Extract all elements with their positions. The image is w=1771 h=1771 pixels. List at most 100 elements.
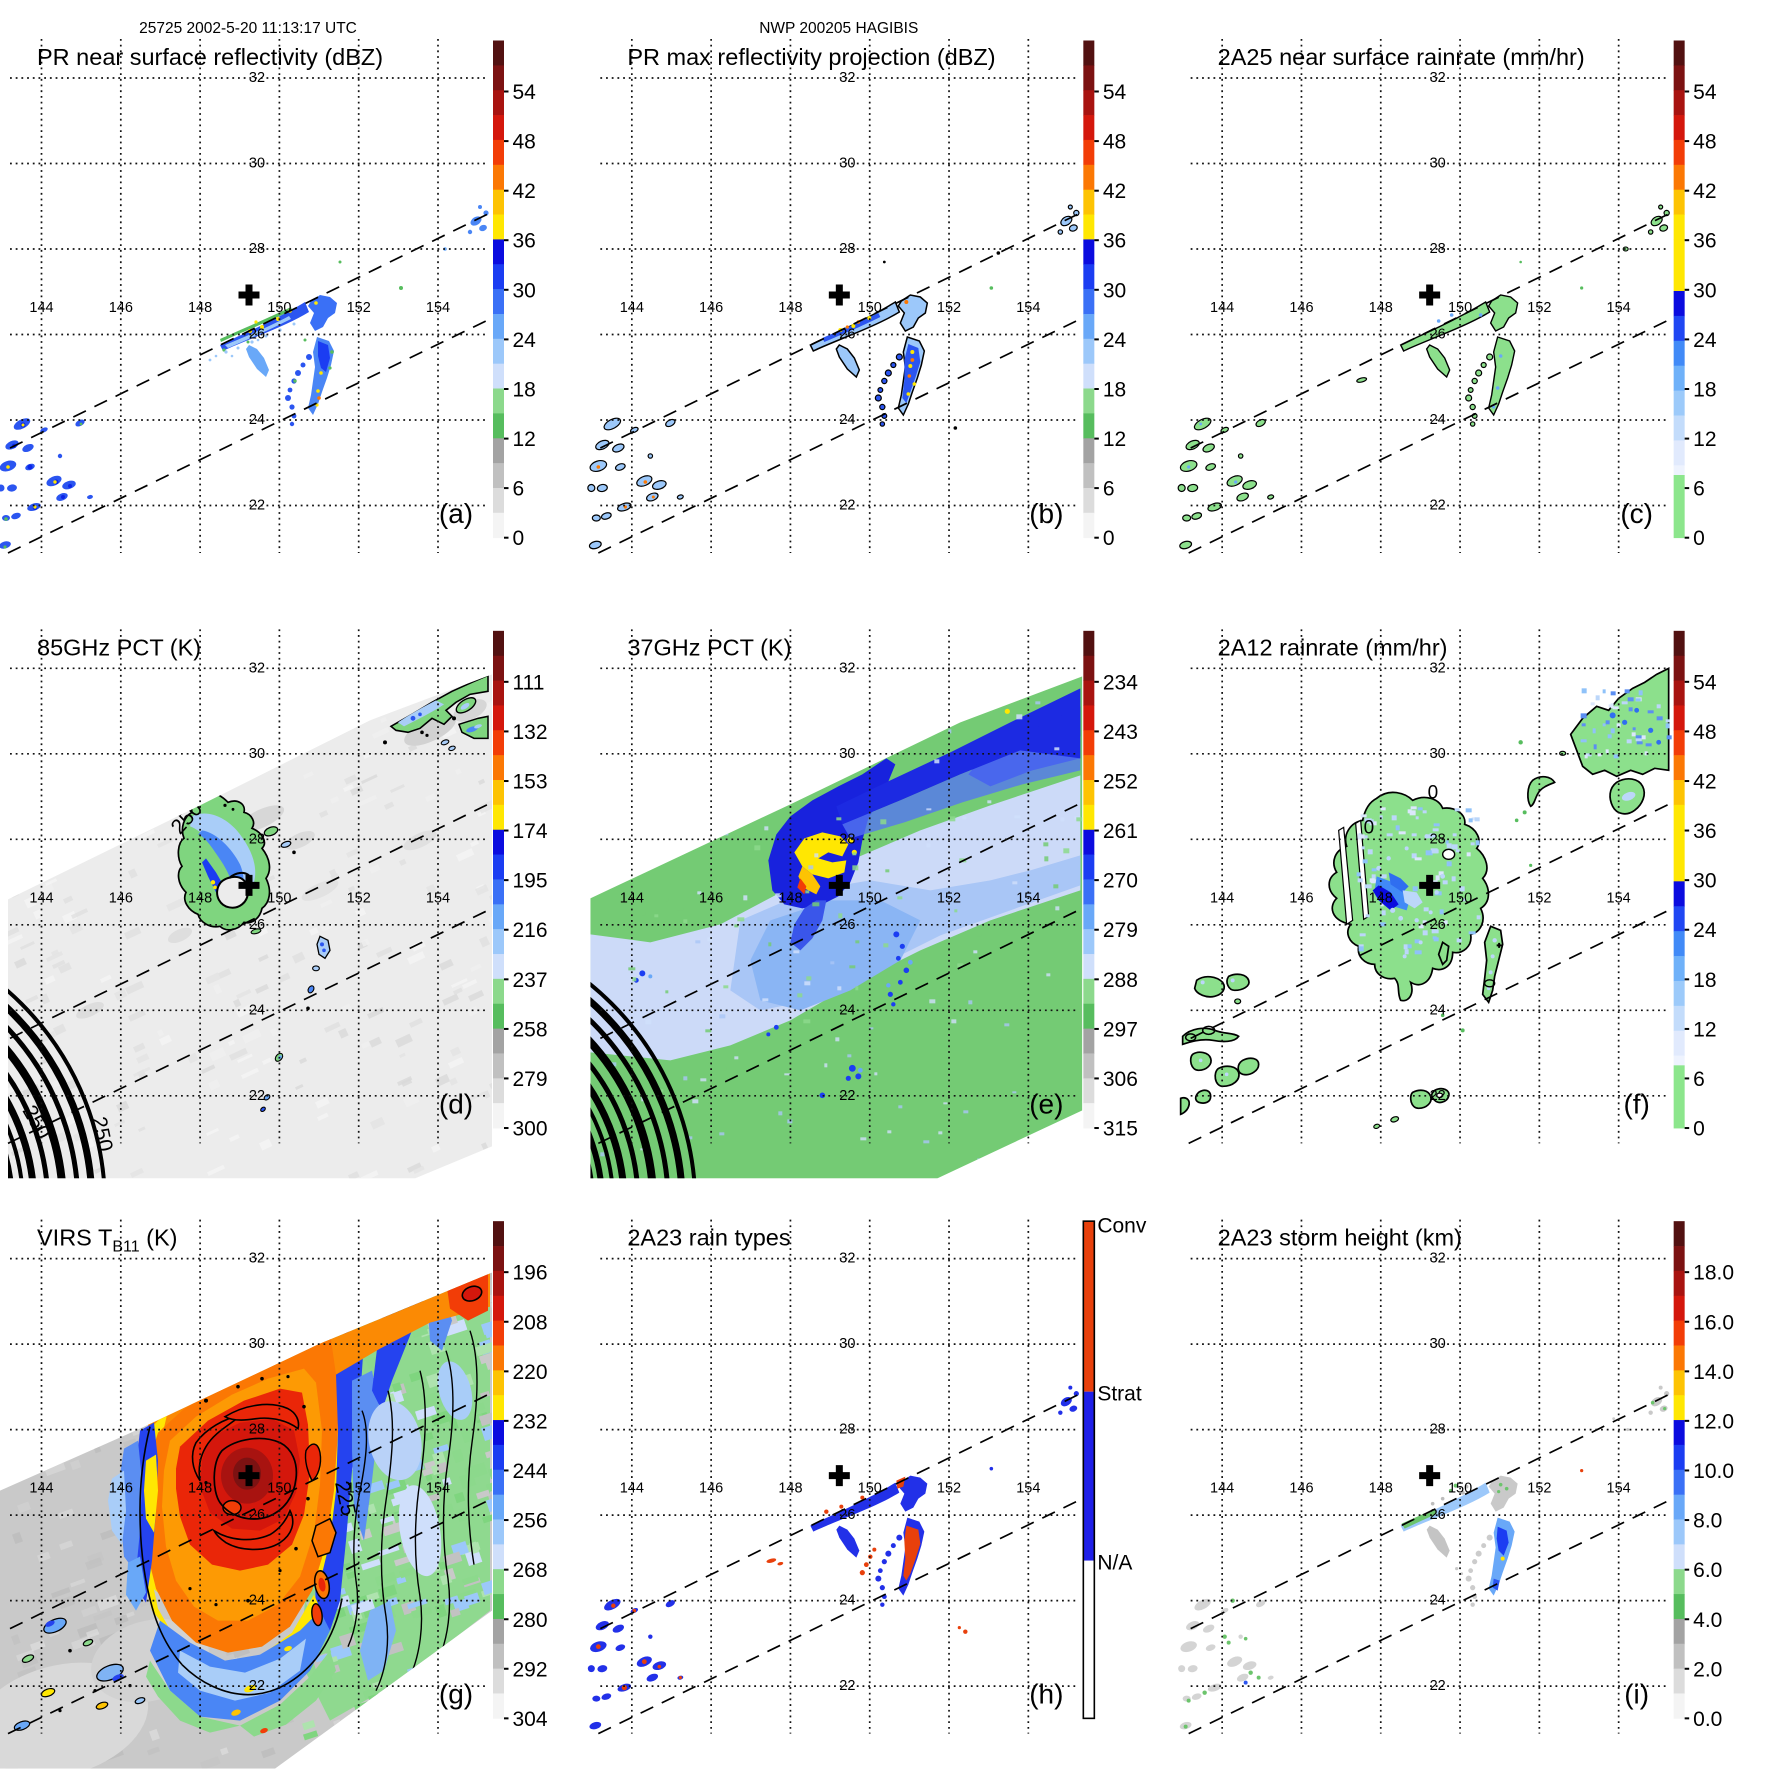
- svg-text:28: 28: [1430, 831, 1446, 847]
- svg-text:270: 270: [1103, 870, 1138, 893]
- svg-text:14.0: 14.0: [1693, 1361, 1734, 1384]
- svg-text:36: 36: [1693, 820, 1716, 843]
- svg-text:26: 26: [1430, 327, 1446, 343]
- svg-text:8.0: 8.0: [1693, 1510, 1722, 1533]
- svg-text:30: 30: [839, 1336, 855, 1352]
- svg-text:54: 54: [1693, 671, 1717, 694]
- svg-text:244: 244: [513, 1460, 548, 1483]
- svg-text:24: 24: [513, 329, 537, 352]
- svg-text:2.0: 2.0: [1693, 1658, 1722, 1681]
- svg-text:154: 154: [1607, 300, 1631, 316]
- svg-text:150: 150: [858, 890, 882, 906]
- svg-text:0: 0: [513, 527, 525, 550]
- svg-text:300: 300: [513, 1118, 548, 1141]
- svg-text:54: 54: [1103, 81, 1127, 104]
- svg-text:196: 196: [513, 1262, 548, 1285]
- svg-text:288: 288: [1103, 969, 1138, 992]
- svg-text:32: 32: [839, 70, 855, 86]
- svg-text:154: 154: [426, 1481, 450, 1497]
- svg-text:146: 146: [699, 1481, 723, 1497]
- svg-text:0: 0: [1693, 527, 1705, 550]
- svg-text:4.0: 4.0: [1693, 1609, 1722, 1632]
- svg-text:18: 18: [1103, 379, 1126, 402]
- svg-text:26: 26: [839, 327, 855, 343]
- svg-text:6.0: 6.0: [1693, 1559, 1722, 1582]
- svg-text:PR max reflectivity projection: PR max reflectivity projection (dBZ): [627, 44, 995, 70]
- svg-text:30: 30: [249, 1336, 265, 1352]
- svg-text:243: 243: [1103, 721, 1138, 744]
- svg-text:26: 26: [249, 1507, 265, 1523]
- svg-text:32: 32: [839, 660, 855, 676]
- svg-text:148: 148: [778, 890, 802, 906]
- svg-text:26: 26: [1430, 917, 1446, 933]
- svg-text:30: 30: [1430, 156, 1446, 172]
- svg-text:279: 279: [513, 1068, 548, 1091]
- svg-text:22: 22: [249, 1678, 265, 1694]
- svg-text:22: 22: [839, 498, 855, 514]
- svg-text:144: 144: [1210, 1481, 1234, 1497]
- svg-text:32: 32: [249, 660, 265, 676]
- svg-text:24: 24: [1693, 329, 1717, 352]
- svg-text:152: 152: [347, 300, 371, 316]
- svg-text:6: 6: [1693, 478, 1705, 501]
- svg-text:150: 150: [267, 890, 291, 906]
- svg-text:30: 30: [839, 156, 855, 172]
- svg-text:148: 148: [188, 1481, 212, 1497]
- svg-text:24: 24: [1430, 412, 1446, 428]
- svg-text:42: 42: [1103, 180, 1126, 203]
- svg-text:NWP 200205 HAGIBIS: NWP 200205 HAGIBIS: [759, 20, 918, 37]
- svg-text:195: 195: [513, 870, 548, 893]
- svg-text:32: 32: [249, 70, 265, 86]
- svg-text:216: 216: [513, 919, 548, 942]
- svg-text:258: 258: [513, 1018, 548, 1041]
- svg-text:154: 154: [1016, 890, 1040, 906]
- svg-text:30: 30: [1693, 279, 1716, 302]
- svg-text:22: 22: [249, 498, 265, 514]
- svg-text:12.0: 12.0: [1693, 1410, 1734, 1433]
- svg-text:PR near surface reflectivity (: PR near surface reflectivity (dBZ): [37, 44, 383, 70]
- svg-text:Strat: Strat: [1097, 1383, 1142, 1406]
- svg-text:28: 28: [249, 831, 265, 847]
- svg-text:26: 26: [249, 327, 265, 343]
- svg-text:36: 36: [1693, 230, 1716, 253]
- svg-text:152: 152: [937, 300, 961, 316]
- svg-text:28: 28: [839, 1422, 855, 1438]
- svg-text:22: 22: [839, 1678, 855, 1694]
- svg-text:132: 132: [513, 721, 548, 744]
- svg-text:146: 146: [1289, 890, 1313, 906]
- svg-text:6: 6: [513, 478, 525, 501]
- svg-text:111: 111: [513, 671, 545, 694]
- svg-text:6: 6: [1103, 478, 1115, 501]
- svg-text:22: 22: [1430, 1088, 1446, 1104]
- svg-text:154: 154: [1607, 1481, 1631, 1497]
- svg-text:48: 48: [1693, 721, 1716, 744]
- svg-text:(i): (i): [1624, 1679, 1649, 1710]
- svg-text:32: 32: [1430, 70, 1446, 86]
- svg-text:2A23 rain types: 2A23 rain types: [627, 1225, 790, 1251]
- svg-text:24: 24: [1693, 919, 1717, 942]
- svg-text:24: 24: [249, 1002, 265, 1018]
- svg-text:(e): (e): [1029, 1088, 1063, 1119]
- svg-text:30: 30: [249, 746, 265, 762]
- svg-text:144: 144: [1210, 890, 1234, 906]
- svg-text:154: 154: [1607, 890, 1631, 906]
- svg-text:306: 306: [1103, 1068, 1138, 1091]
- svg-text:VIRS TB11 (K): VIRS TB11 (K): [37, 1225, 177, 1256]
- svg-text:48: 48: [513, 131, 536, 154]
- svg-text:32: 32: [839, 1251, 855, 1267]
- svg-text:154: 154: [1016, 1481, 1040, 1497]
- svg-text:30: 30: [513, 279, 536, 302]
- svg-text:234: 234: [1103, 671, 1138, 694]
- svg-text:26: 26: [249, 917, 265, 933]
- svg-text:146: 146: [109, 300, 133, 316]
- svg-text:0: 0: [1364, 817, 1375, 838]
- svg-text:146: 146: [1289, 1481, 1313, 1497]
- svg-text:152: 152: [1527, 300, 1551, 316]
- svg-text:30: 30: [1103, 279, 1126, 302]
- svg-text:(b): (b): [1029, 498, 1063, 529]
- svg-text:18: 18: [1693, 379, 1716, 402]
- svg-text:148: 148: [778, 300, 802, 316]
- svg-text:25725 2002-5-20 11:13:17 UTC: 25725 2002-5-20 11:13:17 UTC: [139, 20, 357, 37]
- svg-text:12: 12: [513, 428, 536, 451]
- svg-text:54: 54: [513, 81, 537, 104]
